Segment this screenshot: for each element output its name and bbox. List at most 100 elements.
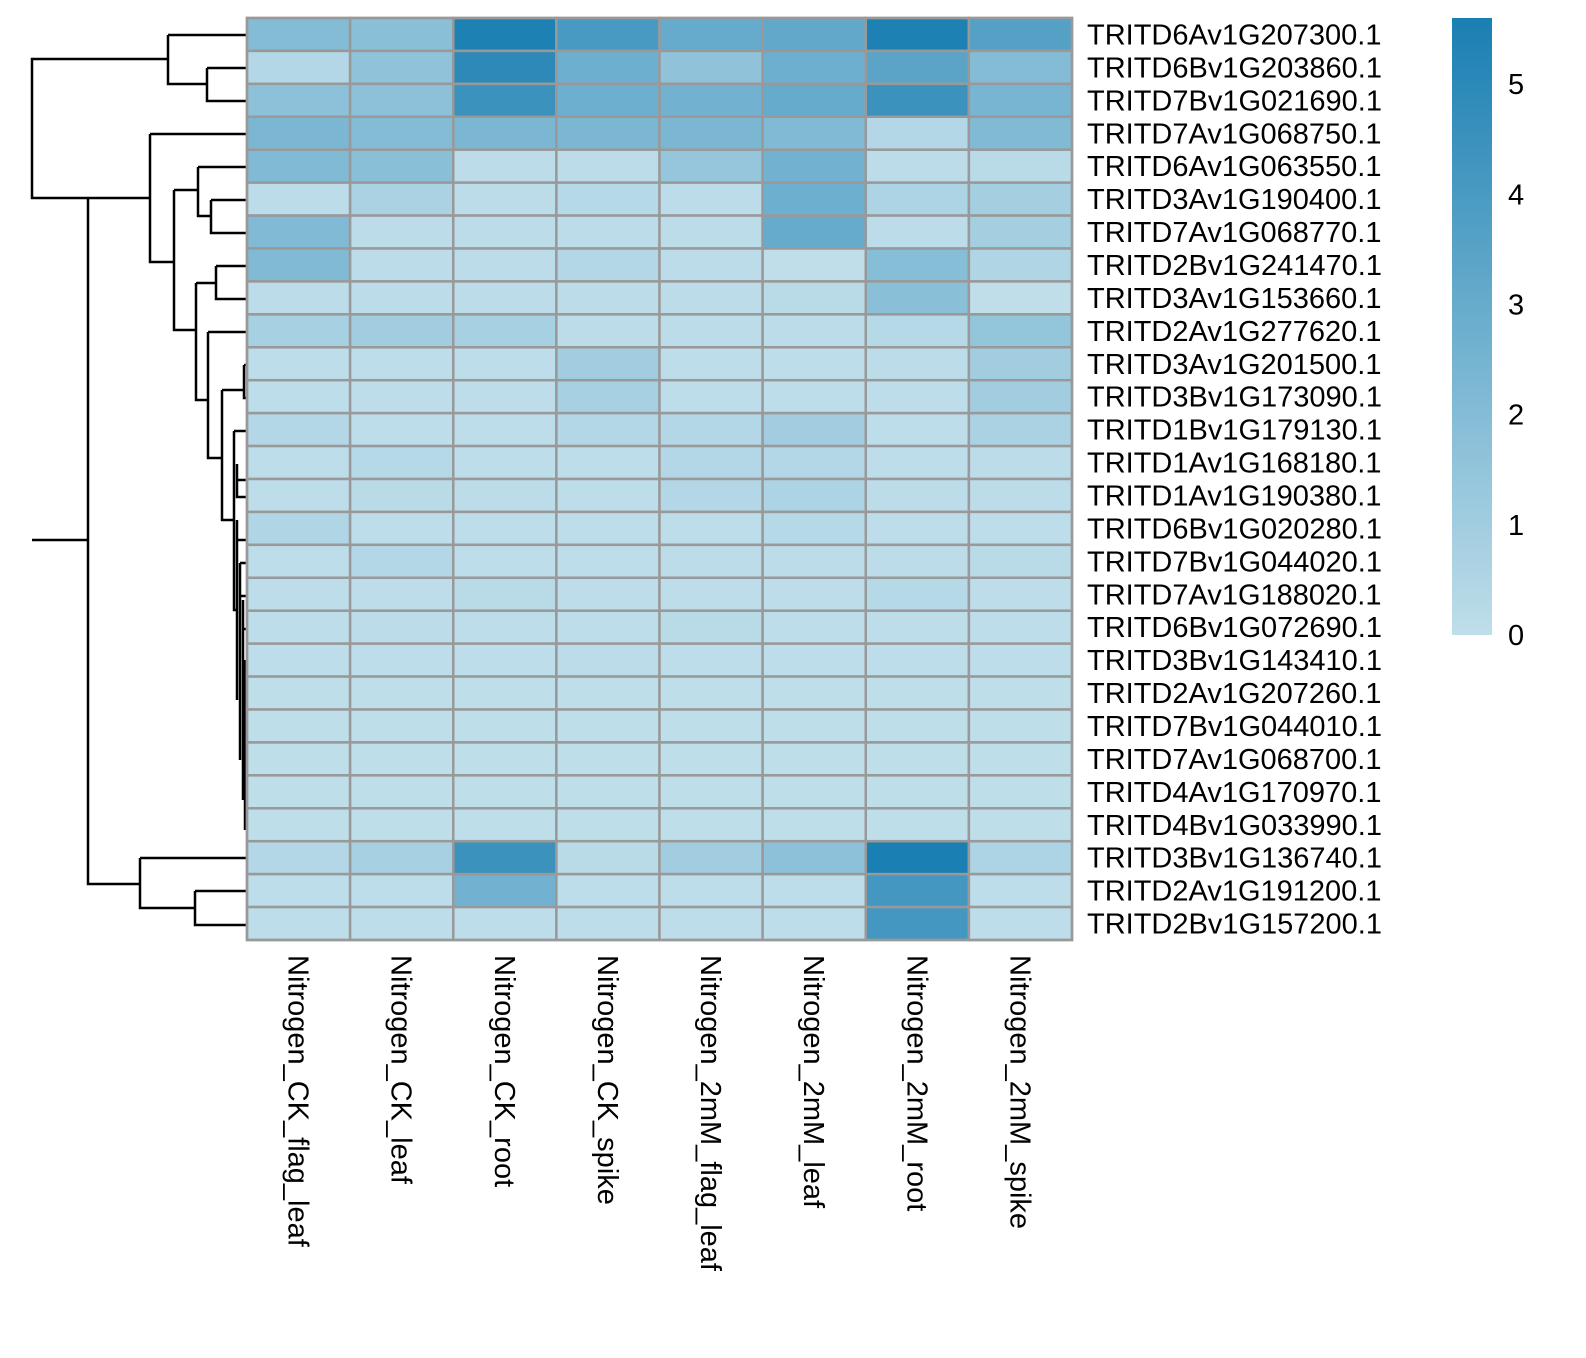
heatmap-cell <box>761 313 867 349</box>
heatmap-cell <box>658 82 764 119</box>
heatmap-cell <box>658 510 764 547</box>
heatmap-cell <box>967 708 1074 744</box>
heatmap-cell <box>658 378 764 415</box>
row-label: TRITD7Bv1G044010.1 <box>1087 711 1382 743</box>
row-label: TRITD3Av1G190400.1 <box>1087 184 1381 216</box>
heatmap-cell <box>555 214 661 250</box>
row-labels: TRITD6Av1G207300.1TRITD6Bv1G203860.1TRIT… <box>1087 19 1382 940</box>
dendrogram-cluster-bottom <box>138 856 247 927</box>
row-label: TRITD1Bv1G179130.1 <box>1087 415 1382 447</box>
heatmap-cell <box>555 708 661 744</box>
heatmap-cell <box>864 477 971 514</box>
heatmap-cell <box>864 115 971 151</box>
heatmap-cell <box>452 774 558 810</box>
heatmap-cell <box>348 247 455 283</box>
legend-tick-label: 1 <box>1508 510 1524 542</box>
heatmap-cell <box>452 444 558 481</box>
heatmap-cell <box>555 675 661 711</box>
heatmap-cell <box>245 807 352 843</box>
heatmap-cell <box>245 510 352 547</box>
heatmap-cell <box>761 642 867 678</box>
row-dendrogram <box>30 33 247 927</box>
heatmap-cell <box>452 49 558 86</box>
row-label: TRITD3Bv1G173090.1 <box>1087 382 1382 414</box>
heatmap-cell <box>348 642 455 678</box>
row-label: TRITD6Av1G207300.1 <box>1087 19 1381 51</box>
heatmap-cell <box>658 675 764 711</box>
heatmap-cell <box>245 313 352 349</box>
heatmap-cell <box>452 148 558 184</box>
heatmap-cell <box>555 313 661 349</box>
heatmap-cell <box>348 510 455 547</box>
row-label: TRITD4Bv1G033990.1 <box>1087 810 1382 842</box>
heatmap-cell <box>555 16 661 53</box>
heatmap-cell <box>658 609 764 645</box>
heatmap-cell <box>761 82 867 119</box>
column-label: Nitrogen_CK_flag_leaf <box>282 955 314 1248</box>
heatmap-cell <box>245 872 352 909</box>
dendrogram-cluster-middle <box>88 132 247 830</box>
row-label: TRITD2Bv1G241470.1 <box>1087 250 1382 282</box>
heatmap-cell <box>348 905 455 942</box>
heatmap-cell <box>761 444 867 481</box>
heatmap-cell <box>658 543 764 580</box>
heatmap-cell <box>761 741 867 777</box>
heatmap-cell <box>761 708 867 744</box>
heatmap-cell <box>452 214 558 250</box>
heatmap-cell <box>864 642 971 678</box>
row-label: TRITD2Bv1G157200.1 <box>1087 909 1382 941</box>
heatmap-cell <box>761 510 867 547</box>
row-label: TRITD7Av1G068700.1 <box>1087 744 1381 776</box>
heatmap-cell <box>761 378 867 415</box>
row-label: TRITD3Av1G201500.1 <box>1087 349 1381 381</box>
heatmap-cell <box>348 378 455 415</box>
row-label: TRITD3Bv1G136740.1 <box>1087 843 1382 875</box>
heatmap-cells <box>245 16 1074 942</box>
heatmap-cell <box>452 609 558 645</box>
heatmap-cell <box>555 477 661 514</box>
row-label: TRITD6Bv1G072690.1 <box>1087 612 1382 644</box>
heatmap-cell <box>967 16 1074 53</box>
heatmap-cell <box>864 609 971 645</box>
heatmap-cell <box>245 378 352 415</box>
heatmap-cell <box>348 411 455 448</box>
heatmap-cell <box>967 411 1074 448</box>
heatmap-cell <box>555 905 661 942</box>
heatmap-cell <box>761 148 867 184</box>
heatmap-cell <box>864 346 971 382</box>
dendrogram-cluster-top <box>166 33 247 103</box>
heatmap-cell <box>761 675 867 711</box>
heatmap-cell <box>452 16 558 53</box>
row-label: TRITD2Av1G277620.1 <box>1087 316 1381 348</box>
heatmap-cell <box>452 741 558 777</box>
heatmap-cell <box>864 905 971 942</box>
heatmap-cell <box>452 411 558 448</box>
heatmap-cell <box>761 807 867 843</box>
heatmap-cell <box>761 905 867 942</box>
heatmap-cell <box>245 774 352 810</box>
dendrogram-root <box>30 57 168 886</box>
heatmap-cell <box>761 774 867 810</box>
heatmap-cell <box>555 346 661 382</box>
heatmap-cell <box>967 313 1074 349</box>
heatmap-cell <box>761 609 867 645</box>
heatmap-cell <box>864 576 971 612</box>
heatmap-cell <box>658 181 764 217</box>
heatmap-cell <box>658 280 764 316</box>
heatmap-cell <box>555 82 661 119</box>
heatmap-cell <box>245 905 352 942</box>
heatmap-cell <box>348 675 455 711</box>
heatmap-cell <box>967 82 1074 119</box>
heatmap-cell <box>348 214 455 250</box>
heatmap-cell <box>452 247 558 283</box>
heatmap-cell <box>864 280 971 316</box>
legend-tick-label: 3 <box>1508 289 1524 321</box>
heatmap-cell <box>555 181 661 217</box>
heatmap-cell <box>761 181 867 217</box>
heatmap-cell <box>348 16 455 53</box>
heatmap-cell <box>967 741 1074 777</box>
heatmap-cell <box>555 839 661 876</box>
row-label: TRITD3Av1G153660.1 <box>1087 283 1381 315</box>
heatmap-cell <box>245 247 352 283</box>
